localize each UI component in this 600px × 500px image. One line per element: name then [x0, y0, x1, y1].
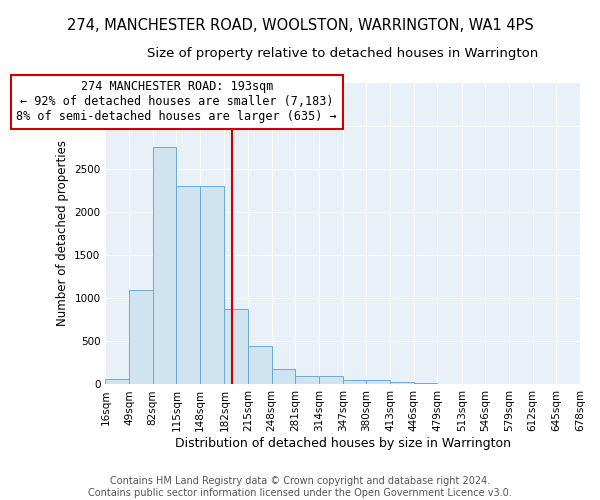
- Bar: [200, 186, 224, 384]
- Bar: [390, 382, 413, 384]
- Bar: [343, 380, 367, 384]
- Text: Contains HM Land Registry data © Crown copyright and database right 2024.
Contai: Contains HM Land Registry data © Crown c…: [88, 476, 512, 498]
- Bar: [129, 290, 153, 384]
- Bar: [224, 308, 248, 384]
- Bar: [248, 346, 272, 385]
- Bar: [367, 380, 390, 384]
- Bar: [272, 370, 295, 384]
- Text: 274 MANCHESTER ROAD: 193sqm
← 92% of detached houses are smaller (7,183)
8% of s: 274 MANCHESTER ROAD: 193sqm ← 92% of det…: [16, 80, 337, 124]
- Bar: [413, 382, 437, 384]
- Bar: [153, 147, 176, 384]
- Title: Size of property relative to detached houses in Warrington: Size of property relative to detached ho…: [147, 48, 538, 60]
- X-axis label: Distribution of detached houses by size in Warrington: Distribution of detached houses by size …: [175, 437, 511, 450]
- Bar: [295, 376, 319, 384]
- Bar: [176, 186, 200, 384]
- Bar: [319, 376, 343, 384]
- Bar: [106, 380, 129, 384]
- Y-axis label: Number of detached properties: Number of detached properties: [56, 140, 69, 326]
- Text: 274, MANCHESTER ROAD, WOOLSTON, WARRINGTON, WA1 4PS: 274, MANCHESTER ROAD, WOOLSTON, WARRINGT…: [67, 18, 533, 32]
